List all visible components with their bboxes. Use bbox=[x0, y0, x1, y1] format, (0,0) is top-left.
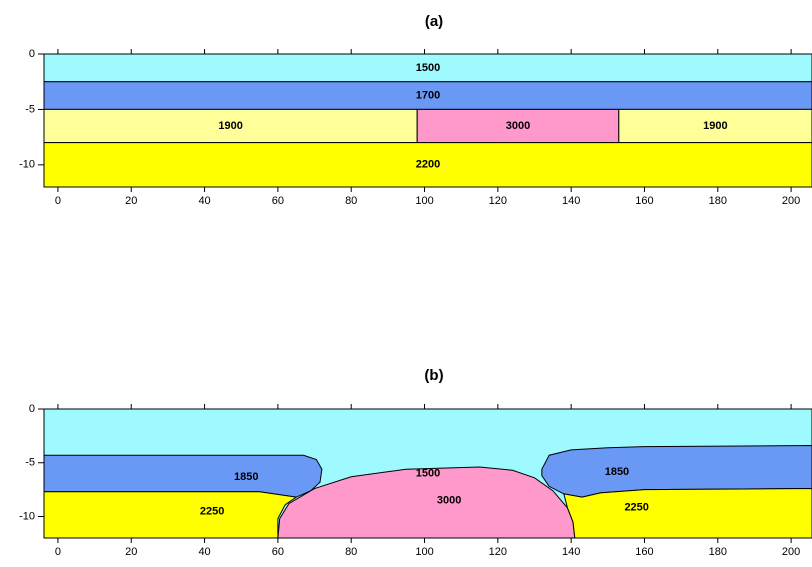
panel: (b) 1500 1850 2250 3000 1850 2250 0 -5 -10 0 20 40 60… bbox=[19, 367, 812, 558]
x-tick-label: 60 bbox=[272, 195, 284, 207]
x-tick-label: 120 bbox=[489, 546, 507, 558]
x-tick-label: 160 bbox=[635, 195, 653, 207]
region-label: 2200 bbox=[416, 159, 440, 171]
region-label: 1900 bbox=[218, 120, 242, 132]
region-label: 1500 bbox=[416, 467, 440, 479]
y-tick-label: 0 bbox=[29, 48, 35, 60]
region-label: 1900 bbox=[703, 120, 727, 132]
x-tick-label: 20 bbox=[125, 546, 137, 558]
panel: (a) 1500 1700 1900 3000 1900 2200 0 -5 -10 0 20 40 60… bbox=[19, 13, 812, 207]
x-tick-label: 80 bbox=[345, 546, 357, 558]
x-tick-label: 140 bbox=[562, 195, 580, 207]
x-tick-label: 20 bbox=[125, 195, 137, 207]
region-label: 3000 bbox=[437, 494, 461, 506]
x-tick-label: 200 bbox=[782, 195, 800, 207]
panel-title: (a) bbox=[425, 13, 443, 30]
region-label: 1850 bbox=[605, 466, 629, 478]
region bbox=[44, 492, 296, 538]
y-tick-label: -5 bbox=[25, 103, 35, 115]
panel-title: (b) bbox=[424, 367, 443, 384]
region-label: 2250 bbox=[624, 501, 648, 513]
region-label: 2250 bbox=[200, 505, 224, 517]
region-label: 3000 bbox=[506, 120, 530, 132]
x-tick-label: 140 bbox=[562, 546, 580, 558]
x-tick-label: 60 bbox=[272, 546, 284, 558]
x-tick-label: 120 bbox=[489, 195, 507, 207]
y-tick-label: -5 bbox=[25, 457, 35, 469]
y-tick-label: 0 bbox=[29, 403, 35, 415]
region-label: 1700 bbox=[416, 89, 440, 101]
x-tick-label: 160 bbox=[635, 546, 653, 558]
region bbox=[564, 489, 812, 538]
x-tick-label: 40 bbox=[198, 546, 210, 558]
region-label: 1500 bbox=[416, 62, 440, 74]
x-tick-label: 0 bbox=[55, 546, 61, 558]
x-tick-label: 100 bbox=[415, 546, 433, 558]
y-tick-label: -10 bbox=[19, 159, 35, 171]
region bbox=[44, 455, 322, 497]
x-tick-label: 180 bbox=[709, 195, 727, 207]
x-tick-label: 0 bbox=[55, 195, 61, 207]
x-tick-label: 200 bbox=[782, 546, 800, 558]
figure: (a) 1500 1700 1900 3000 1900 2200 0 -5 -10 0 20 40 60… bbox=[0, 0, 812, 562]
x-tick-label: 100 bbox=[415, 195, 433, 207]
y-tick-label: -10 bbox=[19, 510, 35, 522]
x-tick-label: 40 bbox=[198, 195, 210, 207]
region-label: 1850 bbox=[234, 471, 258, 483]
x-tick-label: 80 bbox=[345, 195, 357, 207]
x-tick-label: 180 bbox=[709, 546, 727, 558]
